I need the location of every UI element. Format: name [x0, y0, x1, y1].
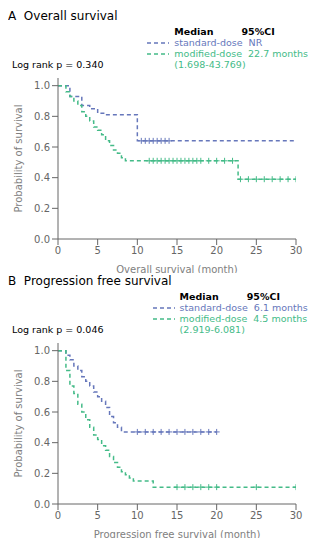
svg-text:0: 0 — [55, 510, 61, 521]
html-text:95%CI: 95%CI — [246, 291, 280, 302]
html-text:A Overall survival: A Overall survival — [8, 9, 118, 23]
html-text:(1.698-43.769): (1.698-43.769) — [174, 59, 246, 70]
svg-text:0.0: 0.0 — [34, 499, 50, 510]
svg-text:20: 20 — [210, 510, 223, 521]
svg-text:0.8: 0.8 — [34, 111, 50, 122]
html-text:B Progression free survival: B Progression free survival — [8, 274, 172, 288]
svg-text:0.6: 0.6 — [34, 407, 50, 418]
svg-text:Progression free survival (mon: Progression free survival (month) — [94, 529, 261, 538]
svg-text:20: 20 — [210, 245, 223, 256]
html-text:modified-dose 22.7 months: modified-dose 22.7 months — [174, 48, 308, 59]
svg-text:25: 25 — [250, 510, 263, 521]
svg-text:5: 5 — [94, 510, 100, 521]
html-text:Median: Median — [179, 291, 219, 302]
svg-text:0.4: 0.4 — [34, 172, 50, 183]
html-text:standard-dose 6.1 months: standard-dose 6.1 months — [179, 302, 308, 313]
html-text:modified-dose 4.5 months: modified-dose 4.5 months — [179, 313, 308, 324]
html-text:95%CI: 95%CI — [241, 26, 275, 37]
html-text:(2.919-6.081): (2.919-6.081) — [179, 324, 245, 335]
svg-text:0: 0 — [55, 245, 61, 256]
html-text:Median: Median — [174, 26, 214, 37]
html-text:Log rank p = 0.340: Log rank p = 0.340 — [12, 59, 104, 70]
svg-text:0.0: 0.0 — [34, 234, 50, 245]
svg-text:30: 30 — [290, 245, 303, 256]
svg-text:0.2: 0.2 — [34, 468, 50, 479]
svg-text:10: 10 — [131, 245, 144, 256]
html-text:standard-dose NR: standard-dose NR — [174, 37, 263, 48]
svg-text:30: 30 — [290, 510, 303, 521]
svg-text:0.6: 0.6 — [34, 142, 50, 153]
svg-text:Overall survival (month): Overall survival (month) — [116, 264, 238, 273]
svg-text:25: 25 — [250, 245, 263, 256]
svg-text:5: 5 — [94, 245, 100, 256]
svg-text:10: 10 — [131, 510, 144, 521]
svg-text:1.0: 1.0 — [34, 345, 50, 356]
html-text:Log rank p = 0.046: Log rank p = 0.046 — [12, 324, 104, 335]
svg-text:0.8: 0.8 — [34, 376, 50, 387]
svg-text:15: 15 — [171, 510, 184, 521]
svg-text:0.4: 0.4 — [34, 437, 50, 448]
svg-text:Probability of survival: Probability of survival — [13, 104, 24, 212]
svg-text:15: 15 — [171, 245, 184, 256]
svg-text:0.2: 0.2 — [34, 203, 50, 214]
svg-text:1.0: 1.0 — [34, 80, 50, 91]
svg-text:Probability of survival: Probability of survival — [13, 369, 24, 477]
